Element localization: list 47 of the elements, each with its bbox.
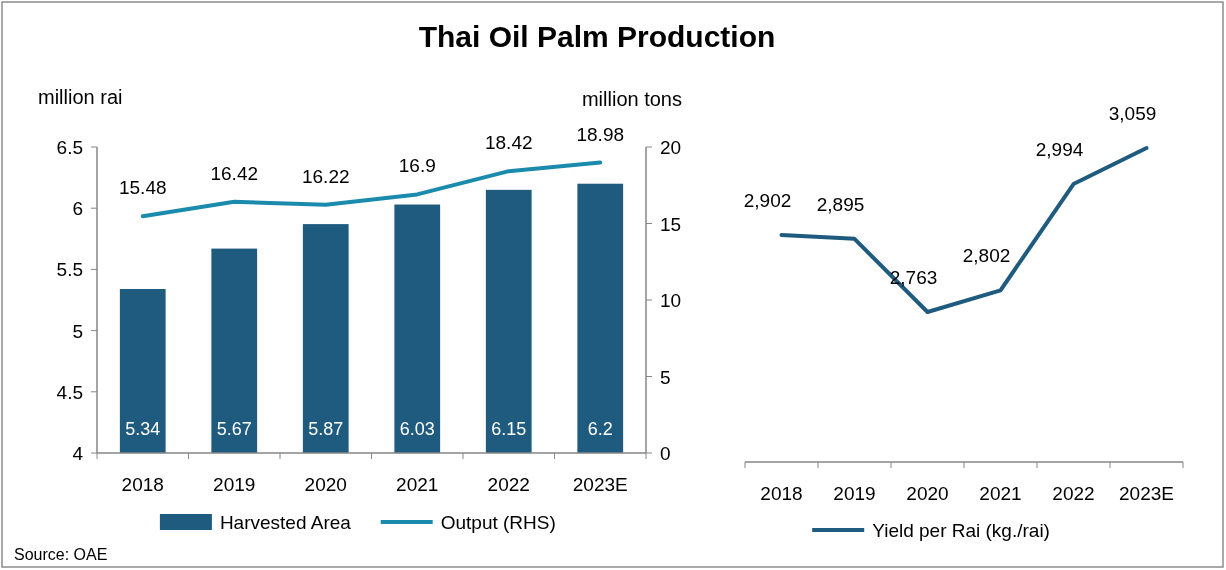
data-label: 6.03 [399, 419, 435, 439]
x-tick-label: 2020 [906, 483, 949, 504]
x-tick-label: 2021 [396, 474, 439, 495]
legend-label: Harvested Area [219, 512, 352, 533]
x-tick-label: 2018 [760, 483, 803, 504]
x-tick-label: 2018 [121, 474, 164, 495]
data-label: 18.98 [576, 123, 625, 145]
data-label: 16.42 [210, 162, 259, 184]
chart-title: Thai Oil Palm Production [418, 20, 776, 53]
y2-tick-label: 0 [660, 443, 671, 464]
data-label: 2,895 [816, 193, 865, 215]
x-tick-label: 2021 [979, 483, 1022, 504]
x-tick-label: 2023E [572, 474, 628, 495]
x-tick-label: 2022 [487, 474, 530, 495]
x-tick-label: 2019 [833, 483, 876, 504]
y-tick-label: 4 [72, 443, 84, 464]
source-note: Source: OAE [14, 546, 108, 563]
data-label: 5.67 [216, 419, 252, 439]
x-tick-label: 2019 [213, 474, 256, 495]
x-tick-label: 2022 [1052, 483, 1095, 504]
y-tick-label: 5.5 [56, 259, 83, 281]
y-tick-label: 6.5 [56, 137, 83, 158]
data-label: 2,802 [962, 245, 1011, 267]
data-label: 15.48 [118, 177, 167, 199]
data-label: 5.87 [308, 419, 344, 439]
y2-tick-label: 20 [660, 137, 682, 158]
y-axis-title: million rai [38, 86, 123, 108]
data-label: 18.42 [484, 132, 533, 154]
data-label: 6.2 [587, 419, 613, 439]
data-label: 16.22 [301, 165, 350, 187]
y2-axis-title: million tons [581, 88, 682, 110]
legend-label: Yield per Rai (kg./rai) [872, 520, 1050, 541]
y2-tick-label: 5 [660, 366, 671, 388]
data-label: 5.34 [125, 419, 161, 439]
legend-label: Output (RHS) [440, 512, 556, 533]
x-tick-label: 2023E [1119, 483, 1174, 504]
data-label: 16.9 [398, 155, 436, 177]
y-tick-label: 4.5 [56, 381, 83, 403]
y2-tick-label: 10 [660, 290, 682, 311]
y-tick-label: 5 [72, 320, 83, 342]
data-label: 2,994 [1035, 139, 1084, 161]
x-tick-label: 2020 [304, 474, 347, 495]
data-label: 2,902 [743, 189, 792, 211]
data-label: 3,059 [1108, 103, 1157, 124]
y-tick-label: 6 [72, 198, 83, 220]
data-label: 6.15 [491, 419, 527, 439]
y2-tick-label: 15 [660, 213, 682, 235]
